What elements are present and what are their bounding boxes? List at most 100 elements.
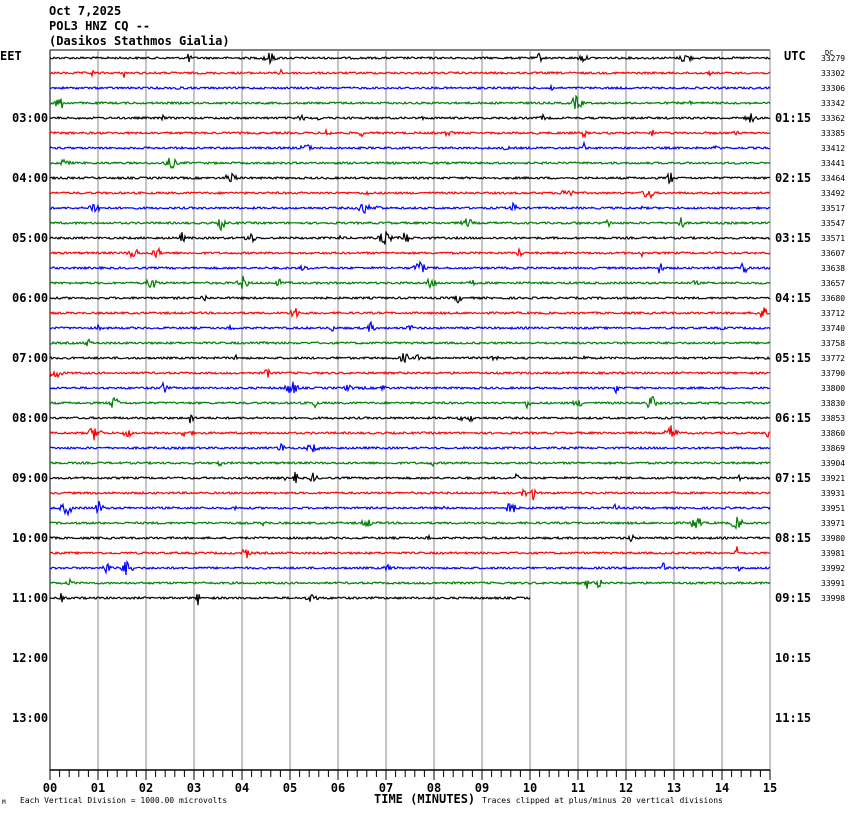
- seismic-trace: [49, 320, 771, 332]
- seismic-trace: [49, 294, 771, 304]
- seismic-trace: [49, 380, 771, 395]
- seismic-trace: [49, 367, 771, 379]
- trace-dc-value: 33492: [821, 189, 845, 198]
- x-tick-label: 03: [187, 781, 201, 795]
- trace-dc-value: 33998: [821, 594, 845, 603]
- right-hour-label: 04:15: [775, 291, 811, 305]
- right-hour-label: 02:15: [775, 171, 811, 185]
- right-hour-label: 01:15: [775, 111, 811, 125]
- seismic-trace: [49, 533, 771, 543]
- trace-dc-value: 33853: [821, 414, 845, 423]
- right-hour-label: 03:15: [775, 231, 811, 245]
- trace-dc-value: 33758: [821, 339, 845, 348]
- trace-dc-value: 33547: [821, 219, 845, 228]
- trace-dc-value: 33740: [821, 324, 845, 333]
- left-hour-label: 12:00: [12, 651, 48, 665]
- seismic-trace: [49, 471, 771, 484]
- trace-dc-value: 33971: [821, 519, 845, 528]
- seismic-trace: [49, 83, 771, 92]
- seismic-trace: [49, 217, 771, 232]
- trace-dc-value: 33790: [821, 369, 845, 378]
- seismic-trace: [49, 68, 771, 79]
- seismic-trace: [49, 338, 771, 347]
- trace-dc-value: 33991: [821, 579, 845, 588]
- trace-dc-value: 33830: [821, 399, 845, 408]
- seismic-trace: [49, 201, 771, 214]
- seismic-trace: [49, 501, 771, 518]
- date-label: Oct 7,2025: [49, 4, 122, 18]
- x-tick-label: 01: [91, 781, 105, 795]
- seismic-trace: [49, 246, 771, 259]
- seismic-trace: [49, 425, 770, 441]
- right-hour-label: 09:15: [775, 591, 811, 605]
- x-tick-label: 00: [43, 781, 57, 795]
- trace-dc-value: 33992: [821, 564, 845, 573]
- trace-dc-value: 33571: [821, 234, 845, 243]
- trace-dc-value: 33302: [821, 69, 845, 78]
- x-tick-label: 08: [427, 781, 441, 795]
- left-hour-label: 08:00: [12, 411, 48, 425]
- x-tick-label: 12: [619, 781, 633, 795]
- seismic-trace: [49, 307, 771, 319]
- seismic-trace: [49, 577, 771, 589]
- left-hour-label: 09:00: [12, 471, 48, 485]
- left-hour-label: 13:00: [12, 711, 48, 725]
- right-hour-label: 11:15: [775, 711, 811, 725]
- trace-dc-value: 33306: [821, 84, 845, 93]
- trace-dc-value: 33607: [821, 249, 845, 258]
- trace-dc-value: 33680: [821, 294, 845, 303]
- dc-label: DC: [825, 49, 834, 57]
- seismic-trace: [49, 395, 771, 410]
- seismic-trace: [49, 460, 771, 468]
- trace-dc-value: 33342: [821, 99, 845, 108]
- left-hour-label: 05:00: [12, 231, 48, 245]
- x-tick-label: 14: [715, 781, 729, 795]
- left-timezone-label: EET: [0, 49, 22, 63]
- trace-dc-value: 33517: [821, 204, 845, 213]
- seismic-trace: [49, 593, 531, 606]
- x-tick-label: 05: [283, 781, 297, 795]
- station-label: (Dasikos Stathmos Gialia): [49, 34, 230, 48]
- seismic-trace: [49, 559, 771, 575]
- seismic-trace: [49, 414, 771, 424]
- seismic-trace: [49, 231, 771, 245]
- seismic-trace: [49, 157, 771, 169]
- left-hour-label: 06:00: [12, 291, 48, 305]
- trace-dc-value: 33981: [821, 549, 845, 558]
- seismic-trace: [49, 546, 771, 559]
- trace-dc-value: 33869: [821, 444, 845, 453]
- left-hour-label: 10:00: [12, 531, 48, 545]
- x-tick-label: 10: [523, 781, 537, 795]
- trace-dc-value: 33385: [821, 129, 845, 138]
- left-hour-label: 11:00: [12, 591, 48, 605]
- x-tick-label: 15: [763, 781, 777, 795]
- seismic-trace: [49, 275, 771, 290]
- clip-note: Traces clipped at plus/minus 20 vertical…: [482, 796, 723, 805]
- right-hour-label: 08:15: [775, 531, 811, 545]
- right-hour-label: 05:15: [775, 351, 811, 365]
- right-hour-label: 06:15: [775, 411, 811, 425]
- seismic-trace: [49, 442, 771, 453]
- seismic-trace: [49, 171, 771, 185]
- x-tick-label: 07: [379, 781, 393, 795]
- seismic-trace: [49, 140, 771, 152]
- trace-dc-value: 33980: [821, 534, 845, 543]
- x-tick-label: 02: [139, 781, 153, 795]
- seismic-trace: [49, 189, 771, 200]
- trace-dc-value: 33412: [821, 144, 845, 153]
- left-hour-label: 04:00: [12, 171, 48, 185]
- right-hour-label: 10:15: [775, 651, 811, 665]
- trace-dc-value: 33362: [821, 114, 845, 123]
- x-axis-title: TIME (MINUTES): [374, 792, 476, 806]
- seismic-trace: [49, 52, 771, 66]
- trace-dc-value: 33638: [821, 264, 845, 273]
- left-hour-label: 03:00: [12, 111, 48, 125]
- x-tick-label: 11: [571, 781, 585, 795]
- seismic-trace: [49, 112, 771, 124]
- seismic-trace: [49, 353, 771, 363]
- corner-mark: M: [2, 799, 6, 806]
- trace-dc-value: 33951: [821, 504, 845, 513]
- seismic-trace: [49, 516, 771, 530]
- channel-label: POL3 HNZ CQ --: [49, 19, 151, 33]
